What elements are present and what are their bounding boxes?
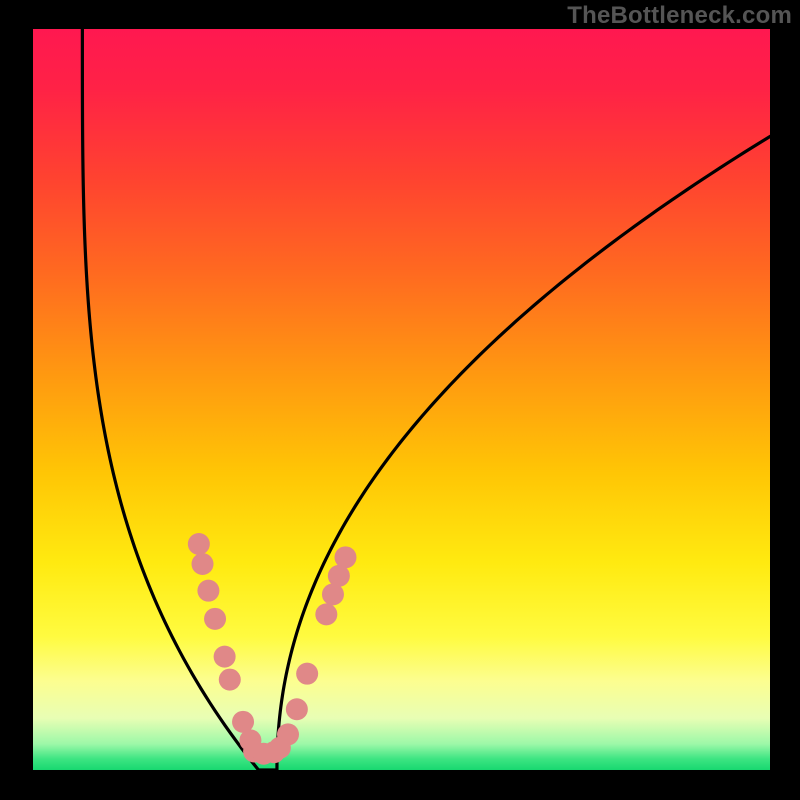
data-marker [188, 533, 210, 555]
gradient-background [33, 29, 770, 770]
data-marker [277, 723, 299, 745]
data-marker [204, 608, 226, 630]
data-marker [315, 603, 337, 625]
data-marker [286, 698, 308, 720]
data-marker [214, 646, 236, 668]
chart-container: TheBottleneck.com [0, 0, 800, 800]
data-marker [192, 553, 214, 575]
data-marker [197, 580, 219, 602]
data-marker [334, 546, 356, 568]
data-marker [219, 669, 241, 691]
data-marker [296, 663, 318, 685]
plot-area [33, 29, 770, 770]
watermark-text: TheBottleneck.com [567, 2, 792, 30]
